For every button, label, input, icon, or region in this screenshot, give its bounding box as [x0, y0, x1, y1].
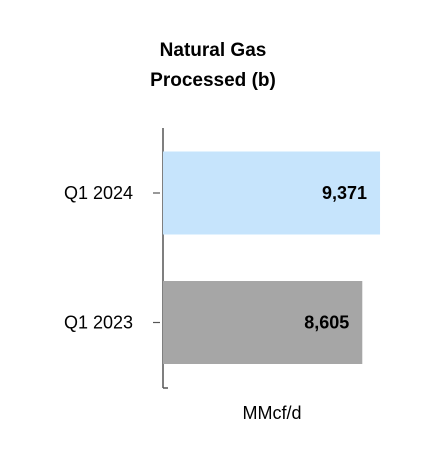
- y-tick-label: Q1 2024: [64, 183, 133, 203]
- bar: [163, 151, 381, 235]
- bar: [163, 281, 363, 364]
- value-label: 9,371: [322, 183, 367, 203]
- x-axis-label: MMcf/d: [242, 403, 301, 423]
- chart-title: Natural Gas Processed (b): [150, 40, 276, 91]
- y-tick-label: Q1 2023: [64, 312, 133, 332]
- value-label: 8,605: [304, 312, 349, 332]
